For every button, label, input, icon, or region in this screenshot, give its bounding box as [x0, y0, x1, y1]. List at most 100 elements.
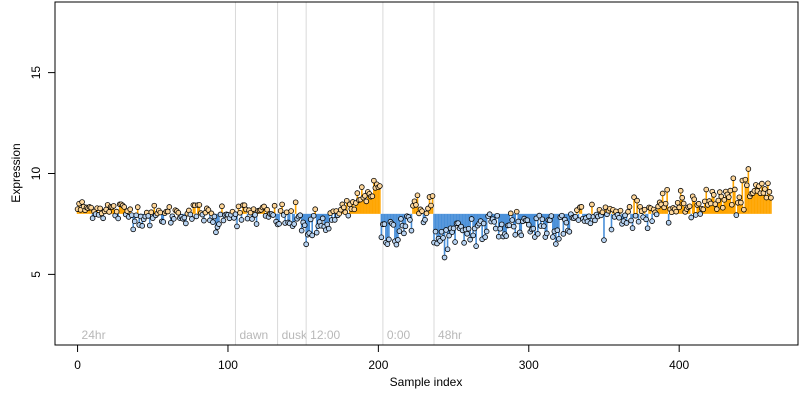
x-tick-label-4: 400 [669, 358, 689, 372]
x-tick-label-0: 0 [74, 358, 81, 372]
data-point-401 [677, 187, 684, 194]
data-point-15 [97, 205, 103, 212]
data-point-231 [422, 216, 428, 223]
data-point-202 [378, 234, 385, 241]
data-point-119 [253, 221, 260, 227]
data-point-167 [325, 225, 332, 232]
data-point-157 [310, 212, 317, 219]
data-point-322 [559, 212, 565, 219]
data-point-215 [398, 216, 404, 222]
data-point-437 [732, 186, 738, 193]
data-point-218 [402, 223, 409, 230]
data-point-368 [628, 217, 634, 224]
data-point-441 [738, 199, 744, 206]
data-point-382 [649, 218, 655, 224]
x-tick-label-1: 100 [218, 358, 238, 372]
data-point-39 [133, 212, 140, 219]
data-point-81 [196, 202, 203, 208]
data-point-291 [512, 231, 519, 238]
data-point-235 [428, 202, 434, 209]
data-point-460 [766, 189, 773, 195]
data-point-159 [313, 229, 320, 236]
data-point-360 [616, 214, 622, 221]
data-point-430 [721, 197, 728, 203]
data-point-222 [408, 227, 415, 234]
data-point-17 [100, 215, 106, 222]
data-point-429 [719, 204, 726, 211]
data-point-21 [106, 209, 112, 215]
data-point-372 [634, 197, 640, 204]
data-point-206 [384, 241, 391, 247]
data-point-272 [483, 228, 490, 235]
data-point-184 [351, 206, 358, 213]
data-point-414 [697, 211, 704, 217]
data-point-271 [482, 234, 488, 240]
data-point-37 [130, 226, 137, 233]
data-point-285 [503, 233, 510, 239]
data-point-458 [763, 194, 770, 201]
data-point-238 [432, 228, 439, 235]
data-point-287 [506, 222, 513, 229]
data-point-192 [363, 198, 370, 205]
data-point-116 [249, 216, 255, 222]
data-point-319 [554, 227, 561, 234]
data-point-435 [729, 201, 735, 208]
data-point-156 [309, 232, 315, 239]
data-point-253 [455, 220, 461, 226]
data-point-277 [491, 219, 497, 225]
data-point-262 [468, 216, 475, 222]
data-point-316 [550, 234, 556, 240]
data-point-327 [566, 228, 573, 235]
data-point-455 [759, 180, 765, 187]
data-point-364 [622, 212, 628, 219]
data-point-144 [291, 221, 297, 227]
data-point-367 [626, 204, 633, 210]
data-point-90 [210, 219, 216, 225]
data-point-377 [641, 206, 648, 213]
data-point-309 [539, 216, 546, 223]
y-tick-label-0: 5 [29, 271, 43, 278]
data-point-402 [679, 194, 685, 201]
data-point-366 [625, 208, 631, 215]
data-point-426 [715, 197, 722, 204]
data-point-323 [560, 231, 567, 237]
data-point-115 [247, 209, 254, 216]
data-point-139 [283, 209, 290, 216]
data-point-225 [413, 202, 419, 208]
data-point-325 [563, 219, 570, 226]
data-point-392 [664, 186, 670, 193]
data-point-72 [183, 220, 189, 227]
data-point-217 [401, 230, 407, 237]
data-point-76 [189, 216, 195, 222]
data-point-393 [665, 219, 672, 226]
data-point-355 [608, 226, 615, 233]
data-point-385 [653, 211, 660, 218]
data-point-257 [461, 240, 467, 246]
data-point-84 [201, 217, 207, 224]
data-point-307 [536, 212, 543, 219]
data-point-369 [629, 225, 636, 231]
data-point-424 [712, 201, 719, 207]
data-point-136 [279, 201, 285, 208]
data-point-410 [691, 196, 698, 203]
data-point-236 [429, 193, 436, 199]
data-point-461 [768, 194, 774, 201]
data-point-163 [319, 215, 326, 222]
data-point-403 [680, 200, 687, 207]
data-point-229 [419, 208, 425, 214]
data-point-350 [601, 237, 607, 243]
annotation-label-2: dusk [282, 328, 308, 342]
data-point-26 [113, 208, 120, 215]
data-point-9 [88, 204, 94, 211]
data-point-315 [548, 213, 555, 219]
data-point-232 [423, 210, 430, 217]
data-point-318 [553, 241, 559, 247]
data-point-134 [276, 221, 282, 227]
data-point-444 [742, 176, 749, 183]
data-point-179 [343, 197, 350, 204]
data-point-365 [623, 220, 630, 226]
data-point-373 [635, 218, 642, 225]
data-point-152 [303, 241, 309, 248]
data-point-10 [89, 215, 96, 222]
